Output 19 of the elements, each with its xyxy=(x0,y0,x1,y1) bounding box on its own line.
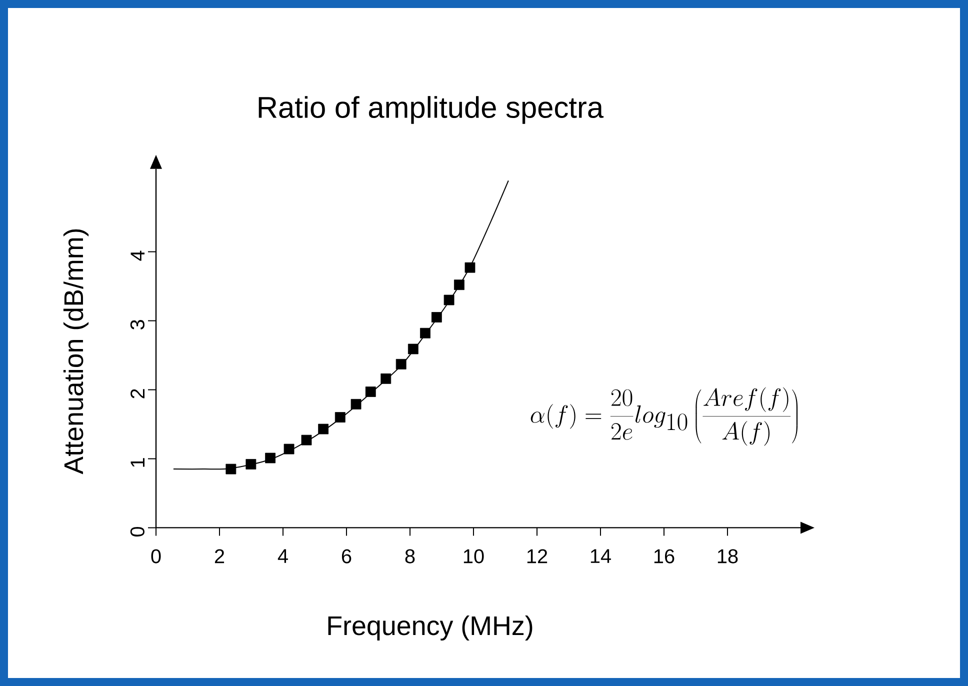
y-tick-label: 0 xyxy=(130,526,144,536)
y-tick-label: 1 xyxy=(130,458,144,467)
annotation: $\alpha(f)=\frac{20}{2e}log_{10}\left(\frac{Aref(f)}{A(f)}\right)$ xyxy=(530,387,798,446)
y-tick-label: 3 xyxy=(130,320,144,330)
chart-title: Ratio of amplitude spectra xyxy=(258,96,604,124)
x-tick-label: 2 xyxy=(214,549,224,564)
x-tick-label: 12 xyxy=(527,549,548,564)
y-axis-title: Attenuation (dB/mm) xyxy=(63,229,89,474)
x-tick-label: 16 xyxy=(654,549,674,564)
x-tick-label: 8 xyxy=(405,549,415,564)
y-tick-label: 4 xyxy=(130,250,144,261)
x-tick-label: 0 xyxy=(151,549,161,564)
x-tick-label: 14 xyxy=(590,549,611,563)
y-tick-label: 2 xyxy=(130,389,144,398)
x-tick-label: 18 xyxy=(718,549,738,564)
x-tick-label: 6 xyxy=(342,549,352,564)
x-axis-title: Frequency (MHz) xyxy=(328,615,532,641)
x-tick-label: 10 xyxy=(464,549,484,564)
x-tick-label: 4 xyxy=(278,549,288,563)
